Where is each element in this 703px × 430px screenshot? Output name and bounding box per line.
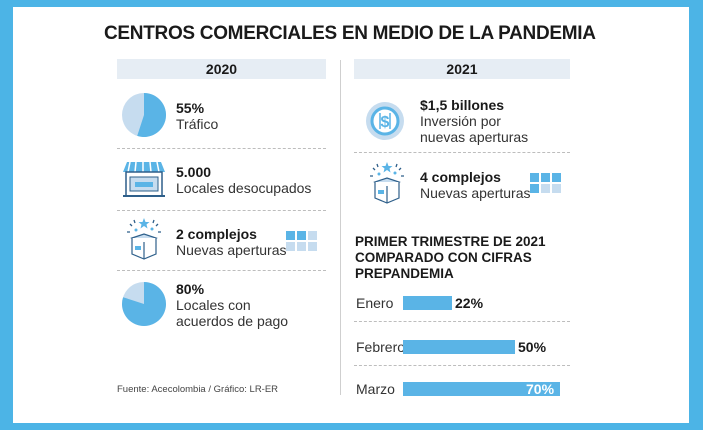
empty-square: [297, 242, 306, 251]
empty-square: [308, 242, 317, 251]
stat-value: $1,5 billones: [420, 97, 505, 113]
stat-value: 80%: [176, 281, 205, 297]
stat-label: Tráfico: [176, 116, 219, 132]
stat-new-openings-2021: 4 complejos Nuevas aperturas: [420, 169, 531, 201]
opening-box-icon: [127, 218, 161, 260]
row-divider: [117, 148, 326, 149]
pie-chart-icon: [122, 282, 167, 326]
filled-square: [286, 231, 295, 240]
stat-payment-agreements: 80% Locales con acuerdos de pago: [176, 281, 288, 329]
row-divider: [117, 270, 326, 271]
chart-title-line-1: PRIMER TRIMESTRE DE 2021: [355, 234, 546, 249]
stat-vacant-stores: 5.000 Locales desocupados: [176, 164, 311, 196]
stat-value: 4 complejos: [420, 169, 501, 185]
source-note: Fuente: Acecolombia / Gráfico: LR-ER: [117, 384, 279, 395]
infographic-card: [13, 7, 689, 423]
row-divider: [354, 152, 570, 153]
pie-chart-icon: [122, 93, 167, 137]
stat-value: 5.000: [176, 164, 212, 180]
year-header-2020: 2020: [117, 59, 326, 79]
stat-traffic: 55% Tráfico: [176, 100, 218, 132]
complex-count-squares: [530, 173, 561, 193]
bar: [403, 382, 560, 396]
stat-label-line-2: acuerdos de pago: [176, 313, 289, 329]
row-divider: [354, 321, 570, 322]
filled-square: [541, 173, 550, 182]
chart-title-line-2: COMPARADO CON CIFRAS: [355, 250, 532, 265]
empty-square: [308, 231, 317, 240]
filled-square: [552, 173, 561, 182]
year-header-2021: 2021: [354, 59, 570, 79]
bar-category-label: Marzo: [356, 381, 395, 397]
filled-square: [530, 173, 539, 182]
filled-square: [297, 231, 306, 240]
empty-square: [541, 184, 550, 193]
stat-new-openings-2020: 2 complejos Nuevas aperturas: [176, 226, 287, 258]
chart-title-line-3: PREPANDEMIA: [355, 266, 454, 281]
column-divider: [340, 60, 341, 395]
stat-label: Nuevas aperturas: [420, 185, 531, 201]
complex-count-squares: [286, 231, 317, 251]
svg-text:$: $: [381, 114, 390, 131]
storefront-icon: [123, 161, 165, 197]
empty-square: [286, 242, 295, 251]
stat-label-line-1: Inversión por: [420, 113, 501, 129]
dollar-coin-icon: $: [366, 102, 404, 140]
row-divider: [117, 210, 326, 211]
opening-box-icon: [370, 162, 404, 204]
stat-label: Nuevas aperturas: [176, 242, 287, 258]
bar-category-label: Enero: [356, 295, 394, 311]
stat-label-line-1: Locales con: [176, 297, 251, 313]
bar-value-label: 70%: [526, 381, 555, 397]
bar-value-label: 50%: [518, 339, 547, 355]
row-divider: [354, 365, 570, 366]
stat-label-line-2: nuevas aperturas: [420, 129, 529, 145]
bar: [403, 296, 452, 310]
empty-square: [552, 184, 561, 193]
bar: [403, 340, 515, 354]
stat-investment: $1,5 billones Inversión por nuevas apert…: [420, 97, 528, 145]
bar-value-label: 22%: [455, 295, 484, 311]
bar-category-label: Febrero: [356, 339, 406, 355]
stat-value: 55%: [176, 100, 205, 116]
filled-square: [530, 184, 539, 193]
page-title: CENTROS COMERCIALES EN MEDIO DE LA PANDE…: [104, 23, 596, 44]
stat-value: 2 complejos: [176, 226, 257, 242]
stat-label: Locales desocupados: [176, 180, 312, 196]
chart-title: PRIMER TRIMESTRE DE 2021 COMPARADO CON C…: [355, 234, 546, 282]
